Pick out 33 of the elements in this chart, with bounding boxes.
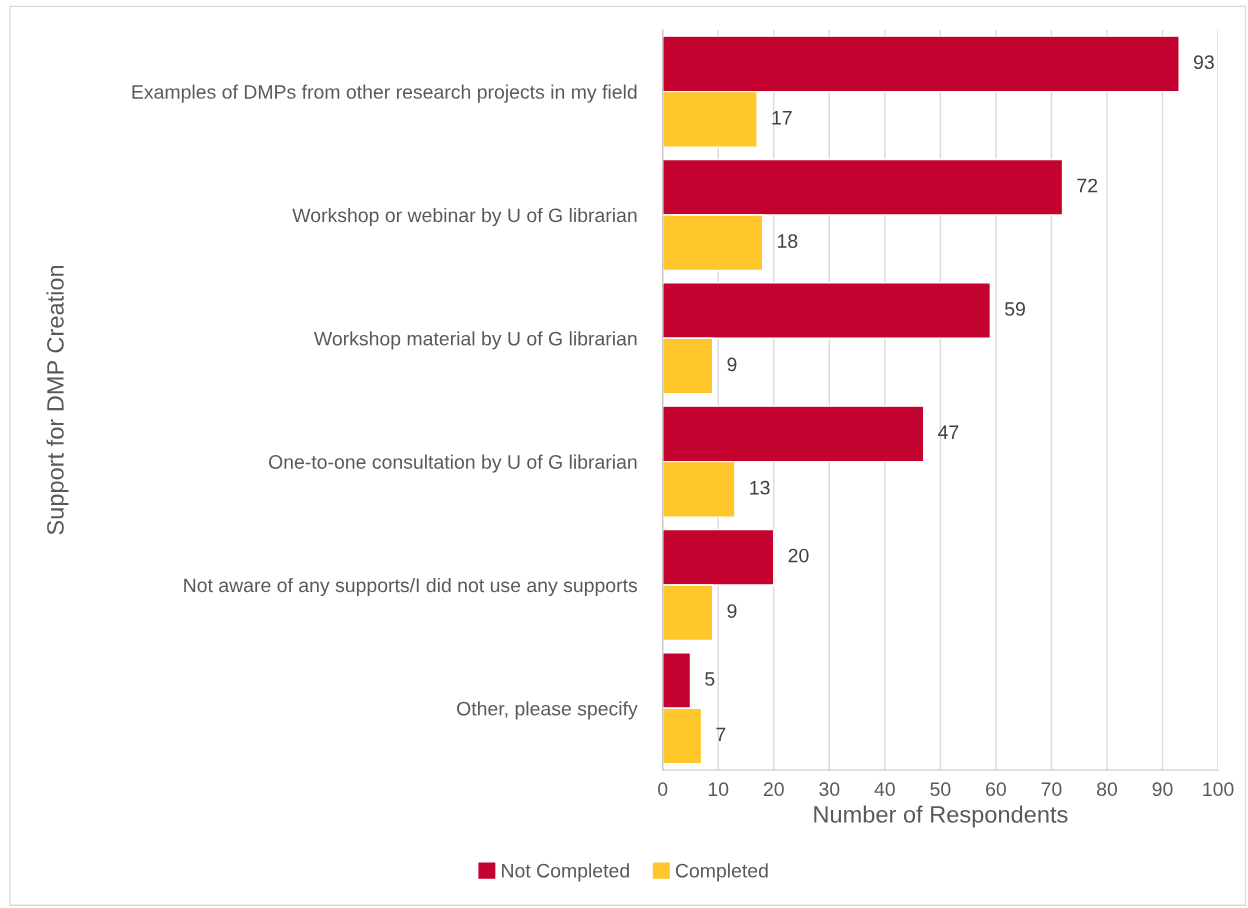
legend-label: Completed bbox=[675, 863, 768, 882]
data-label: 47 bbox=[938, 425, 959, 439]
data-label: 20 bbox=[788, 548, 809, 563]
data-label: 72 bbox=[1077, 178, 1098, 193]
data-label: 17 bbox=[772, 111, 792, 125]
data-label: 13 bbox=[750, 480, 770, 495]
y-tick-label: Not aware of any supports/I did not use any supports bbox=[184, 577, 638, 597]
data-label: 93 bbox=[1193, 55, 1214, 70]
x-tick-label: 90 bbox=[1152, 782, 1173, 797]
y-tick-label: Workshop or webinar by U of G librarian bbox=[292, 207, 637, 227]
y-tick-label: Workshop material by U of G librarian bbox=[313, 331, 637, 350]
x-tick-label: 80 bbox=[1097, 782, 1118, 797]
y-axis-title: Support for DMP Creation bbox=[46, 265, 69, 535]
y-tick-label: Other, please specify bbox=[457, 701, 638, 720]
data-label: 18 bbox=[778, 234, 798, 248]
x-tick-label: 0 bbox=[658, 782, 668, 797]
x-tick-label: 40 bbox=[874, 782, 895, 797]
x-tick-label: 10 bbox=[708, 782, 729, 797]
y-tick-label: Examples of DMPs from other research projects in my field bbox=[132, 84, 637, 103]
x-tick-label: 50 bbox=[930, 782, 951, 797]
y-tick-label: One-to-one consultation by U of G librarian bbox=[269, 454, 637, 473]
legend-label: Not Completed bbox=[502, 863, 629, 882]
x-tick-label: 70 bbox=[1041, 782, 1062, 797]
data-label: 59 bbox=[1005, 302, 1025, 316]
data-label: 9 bbox=[727, 604, 737, 618]
x-tick-label: 100 bbox=[1203, 782, 1234, 797]
x-tick-label: 20 bbox=[763, 782, 784, 797]
x-tick-label: 60 bbox=[986, 782, 1006, 797]
x-axis-title: Number of Respondents bbox=[814, 805, 1068, 828]
data-label: 7 bbox=[716, 727, 726, 742]
x-tick-label: 30 bbox=[819, 782, 840, 797]
data-label: 5 bbox=[705, 672, 715, 686]
data-label: 9 bbox=[727, 357, 737, 372]
